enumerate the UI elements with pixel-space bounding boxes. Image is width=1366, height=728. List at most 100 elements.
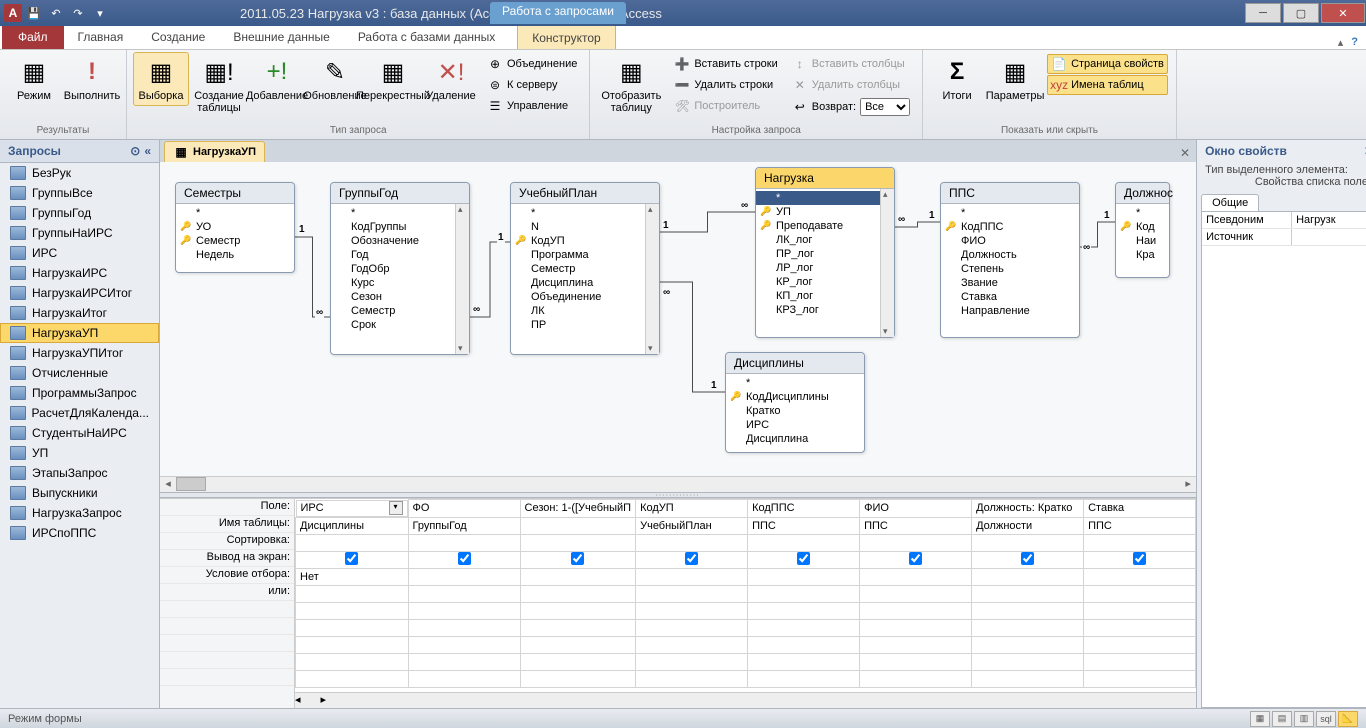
qbe-cell[interactable] [860,534,972,551]
passthrough-button[interactable]: ⊜К серверу [483,75,581,95]
nav-item[interactable]: ГруппыВсе [0,183,159,203]
builder-button[interactable]: 🛠Построитель [670,96,781,116]
nav-item[interactable]: Отчисленные [0,363,159,383]
qbe-cell[interactable]: Нет [296,568,409,585]
delete-button[interactable]: ✕! Удаление [423,52,479,106]
table-field[interactable]: Наи [1116,234,1169,248]
qbe-cell[interactable]: ИРС▾ [296,500,408,517]
qbe-cell[interactable] [408,585,520,602]
insertcols-button[interactable]: ↕Вставить столбцы [788,54,914,74]
qat-undo-icon[interactable]: ↶ [46,3,66,23]
table-box[interactable]: ГруппыГод *КодГруппыОбозначениеГодГодОбр… [330,182,470,355]
qbe-cell[interactable]: КодППС [748,500,860,518]
qbe-cell[interactable] [636,534,748,551]
table-field[interactable]: Курс [331,276,469,290]
qbe-cell[interactable] [636,568,748,585]
diagram-scrollbar[interactable]: ◂▸ [160,476,1196,492]
qbe-cell[interactable]: ГруппыГод [408,517,520,534]
view-pivot-icon[interactable]: ▤ [1272,711,1292,727]
qbe-cell[interactable]: УчебныйПлан [636,517,748,534]
qbe-cell[interactable] [748,585,860,602]
qbe-cell[interactable] [972,534,1084,551]
union-button[interactable]: ⊕Объединение [483,54,581,74]
qbe-cell[interactable]: Ставка [1084,500,1196,518]
qbe-cell[interactable] [972,568,1084,585]
table-field[interactable]: Программа [511,248,659,262]
nav-item[interactable]: СтудентыНаИРС [0,423,159,443]
qbe-cell[interactable] [860,551,972,568]
table-title[interactable]: Нагрузка [756,168,894,189]
table-field[interactable]: Кра [1116,248,1169,262]
qbe-cell[interactable] [860,568,972,585]
insertrows-button[interactable]: ➕Вставить строки [670,54,781,74]
view-sql-icon[interactable]: sql [1316,711,1336,727]
tab-external[interactable]: Внешние данные [219,25,344,49]
qbe-cell[interactable]: КодУП [636,500,748,518]
view-datasheet-icon[interactable]: ▦ [1250,711,1270,727]
qbe-cell[interactable] [520,551,636,568]
table-field[interactable]: УП [756,205,894,219]
table-box[interactable]: ППС *КодППСФИОДолжностьСтепеньЗваниеСтав… [940,182,1080,338]
qbe-cell[interactable] [408,568,520,585]
table-box[interactable]: УчебныйПлан *NКодУППрограммаСеместрДисци… [510,182,660,355]
nav-item[interactable]: ЭтапыЗапрос [0,463,159,483]
nav-item[interactable]: УП [0,443,159,463]
prop-row[interactable]: Источник [1202,229,1366,246]
help-icon[interactable]: ? [1351,36,1358,49]
table-field[interactable]: Должность [941,248,1079,262]
table-field[interactable]: Семестр [331,304,469,318]
table-field[interactable]: Дисциплина [726,432,864,446]
table-field[interactable]: ГодОбр [331,262,469,276]
qbe-cell[interactable]: Дисциплины [296,517,409,534]
table-field[interactable]: КодУП [511,234,659,248]
qat-customize-icon[interactable]: ▾ [90,3,110,23]
table-field[interactable]: ЛР_лог [756,261,894,275]
prop-tab-general[interactable]: Общие [1201,194,1259,211]
table-field[interactable]: * [941,206,1079,220]
table-field[interactable]: ПР [511,318,659,332]
qbe-cell[interactable] [1084,585,1196,602]
table-title[interactable]: ГруппыГод [331,183,469,204]
qat-redo-icon[interactable]: ↷ [68,3,88,23]
qbe-cell[interactable]: Должность: Кратко [972,500,1084,518]
qbe-cell[interactable] [636,551,748,568]
nav-collapse-icon[interactable]: « [144,144,151,158]
qbe-scrollbar[interactable]: ◂▸ [295,692,1196,708]
nav-item[interactable]: БезРук [0,163,159,183]
qbe-cell[interactable] [748,551,860,568]
append-button[interactable]: +! Добавление [249,52,305,106]
qbe-cell[interactable] [748,534,860,551]
qbe-cell[interactable] [296,585,409,602]
table-field[interactable]: ИРС [726,418,864,432]
table-field[interactable]: ПР_лог [756,247,894,261]
table-field[interactable]: * [511,206,659,220]
run-button[interactable]: ! Выполнить [64,52,120,106]
nav-item[interactable]: НагрузкаИтог [0,303,159,323]
nav-item[interactable]: ГруппыГод [0,203,159,223]
table-field[interactable]: КодППС [941,220,1079,234]
table-title[interactable]: ППС [941,183,1079,204]
qat-save-icon[interactable]: 💾 [24,3,44,23]
table-field[interactable]: Кратко [726,404,864,418]
prop-row[interactable]: ПсевдонимНагрузк [1202,212,1366,229]
return-combo[interactable]: ↩ Возврат: Все [788,96,914,118]
ribbon-minimize-icon[interactable]: ▴ [1338,36,1344,49]
table-field[interactable]: Семестр [176,234,294,248]
nav-item[interactable]: НагрузкаУПИтог [0,343,159,363]
datadef-button[interactable]: ☰Управление [483,96,581,116]
table-field[interactable]: КП_лог [756,289,894,303]
table-field[interactable]: Обозначение [331,234,469,248]
table-field[interactable]: Семестр [511,262,659,276]
view-design-icon[interactable]: 📐 [1338,711,1358,727]
select-query-button[interactable]: ▦ Выборка [133,52,189,106]
table-field[interactable]: КР_лог [756,275,894,289]
table-field[interactable]: * [331,206,469,220]
nav-item[interactable]: НагрузкаИРСИтог [0,283,159,303]
qbe-cell[interactable] [296,534,409,551]
table-field[interactable]: N [511,220,659,234]
nav-item[interactable]: НагрузкаИРС [0,263,159,283]
close-button[interactable]: ✕ [1321,3,1365,23]
table-title[interactable]: Должнос [1116,183,1169,204]
table-field[interactable]: Дисциплина [511,276,659,290]
qbe-cell[interactable] [1084,534,1196,551]
